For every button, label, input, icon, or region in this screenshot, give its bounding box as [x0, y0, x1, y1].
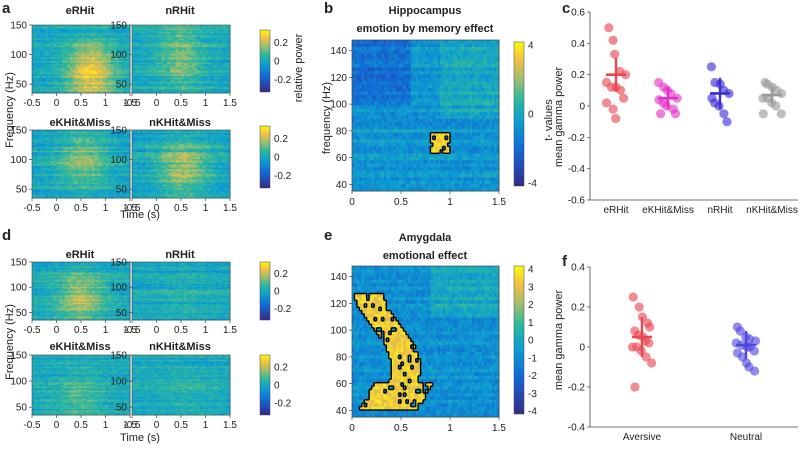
a1-ytick-label: 50 — [116, 80, 128, 91]
panel-label-c: c — [562, 0, 570, 17]
e-title: Amygdala — [399, 232, 452, 244]
b-title: Hippocampus — [389, 5, 462, 17]
a2-xtick-label: 1 — [103, 203, 109, 214]
a-heatmap-1 — [132, 25, 231, 94]
panel-f: mean gamma power — [553, 290, 565, 391]
panel-label-b: b — [324, 0, 333, 17]
a-title-ekhit: eKHit&Miss — [49, 117, 110, 129]
d-title-erhit: eRHit — [66, 249, 95, 261]
a2-ytick-label: 150 — [10, 126, 27, 137]
a0-ytick-label: 50 — [16, 80, 28, 91]
a-colorbar-label: relative power — [293, 33, 305, 102]
a-title-nrhit: nRHit — [165, 5, 195, 17]
a1-xtick-label: 1.5 — [223, 98, 237, 109]
a1-ytick-label: 150 — [110, 21, 127, 32]
e-subtitle: emotional effect — [383, 250, 468, 262]
a0-xtick-label: 0.5 — [74, 98, 88, 109]
a-heatmap-3 — [132, 130, 231, 199]
a0-ytick-label: 150 — [10, 21, 27, 32]
d-xlabel: Time (s) — [120, 432, 160, 444]
d-title-nkhit: nKHit&Miss — [149, 341, 211, 353]
a1-ytick-label: 100 — [110, 50, 127, 61]
f-ylabel: mean gamma power — [553, 290, 565, 391]
a2-ytick-label: 100 — [10, 155, 27, 166]
a1-xtick-label: -0.5 — [123, 98, 141, 109]
a1-xtick-label: 1 — [203, 98, 209, 109]
panel-label-f: f — [562, 253, 568, 270]
panel-e: Amygdala emotional effect — [383, 232, 468, 262]
b-ylabel: frequency (Hz) — [321, 82, 333, 154]
panel-label-e: e — [324, 227, 332, 244]
a0-xtick-label: -0.5 — [23, 98, 41, 109]
a1-xtick-label: 0.5 — [174, 98, 188, 109]
a-title-nkhit: nKHit&Miss — [149, 117, 211, 129]
a1-xtick-label: 0 — [154, 98, 160, 109]
a2-xtick-label: 0.5 — [74, 203, 88, 214]
d-title-ekhit: eKHit&Miss — [49, 341, 110, 353]
a0-xtick-label: 0 — [54, 98, 60, 109]
panel-label-d: d — [2, 227, 11, 244]
c-ylabel: mean gamma power — [553, 67, 565, 168]
a2-xtick-label: 0 — [54, 203, 60, 214]
d-title-nrhit: nRHit — [165, 249, 195, 261]
d-ylabel: Frequency (Hz) — [4, 304, 16, 380]
a2-ytick-label: 50 — [16, 185, 28, 196]
a-ylabel: Frequency (Hz) — [4, 72, 16, 148]
a2-xtick-label: -0.5 — [23, 203, 41, 214]
panel-label-a: a — [2, 0, 11, 17]
a0-ytick-label: 100 — [10, 50, 27, 61]
a-title-erhit: eRHit — [66, 5, 95, 17]
a0-xtick-label: 1 — [103, 98, 109, 109]
b-subtitle: emotion by memory effect — [357, 23, 494, 35]
panel-c: mean gamma power — [553, 67, 565, 168]
